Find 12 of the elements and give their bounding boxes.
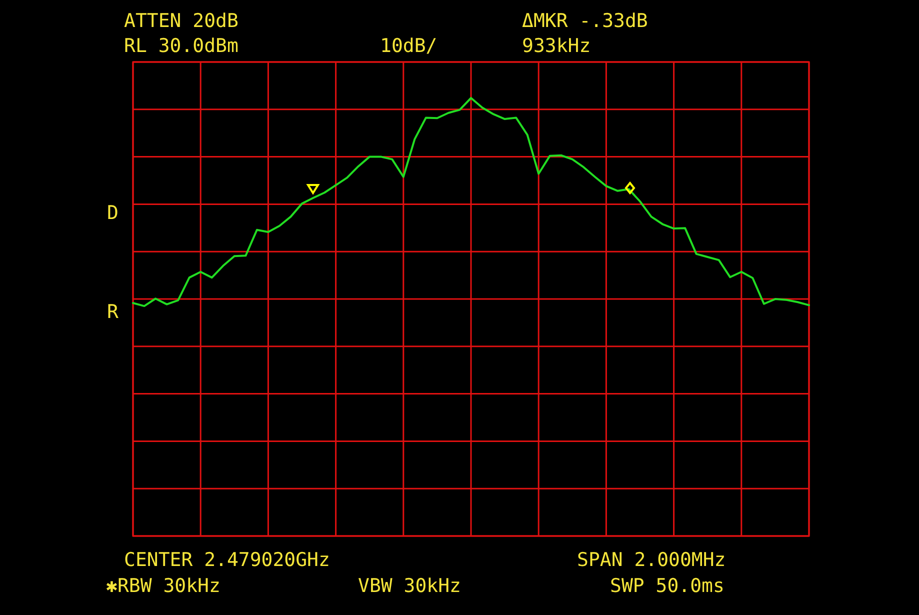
text: ATTEN 20dB — [124, 10, 238, 32]
text: ΔMKR -.33dB — [522, 10, 648, 32]
text: D — [107, 202, 118, 224]
text: VBW 30kHz — [358, 575, 461, 597]
text: 10dB/ — [380, 35, 438, 57]
text: SPAN 2.000MHz — [577, 549, 726, 571]
text: CENTER 2.479020GHz — [124, 549, 330, 571]
text: R — [107, 301, 119, 323]
text: RL 30.0dBm — [124, 35, 238, 57]
text: SWP 50.0ms — [610, 575, 724, 597]
text: ✱RBW 30kHz — [106, 575, 220, 597]
text: 933kHz — [522, 35, 591, 57]
